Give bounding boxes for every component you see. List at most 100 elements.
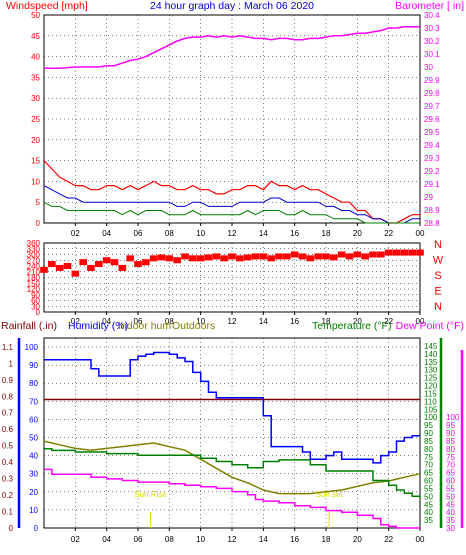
x-tick-label: 20 — [353, 229, 362, 238]
temperature-tick-label: 75 — [424, 453, 433, 462]
x-tick-label: 02 — [71, 317, 80, 326]
direction-point — [110, 259, 119, 266]
legend-outdoor: Outdoors — [172, 320, 215, 332]
barometer-tick-label: 29.6 — [424, 115, 440, 124]
barometer-tick-label: 29.7 — [424, 102, 440, 111]
dewpoint-tick-label: 80 — [446, 445, 455, 454]
humidity-tick-label: 100 — [25, 343, 39, 352]
climate-plot-area — [17, 337, 464, 529]
direction-point — [400, 249, 409, 256]
dewpoint-tick-label: 50 — [446, 492, 455, 501]
direction-point — [189, 255, 197, 262]
x-tick-label: 04 — [102, 229, 111, 238]
barometer-tick-label: 29 — [424, 193, 433, 202]
x-tick-label: 04 — [102, 317, 111, 326]
direction-point — [95, 261, 103, 268]
direction-point — [330, 254, 338, 261]
x-tick-label: 14 — [259, 229, 268, 238]
direction-point — [392, 249, 401, 256]
direction-point — [165, 255, 174, 262]
x-tick-label: 22 — [384, 535, 393, 544]
direction-point — [55, 264, 64, 271]
direction-tick-label: 330 — [27, 245, 41, 254]
rainfall-tick-label: 0.5 — [2, 442, 14, 451]
direction-point — [259, 253, 268, 260]
compass-label: W — [433, 255, 444, 267]
sun-annotation: Sun set — [316, 490, 344, 499]
windspeed-tick-label: 40 — [31, 53, 40, 62]
windspeed-tick-label: 5 — [36, 198, 41, 207]
temperature-tick-label: 40 — [424, 508, 433, 517]
direction-point — [157, 254, 166, 261]
windspeed-tick-label: 50 — [31, 11, 40, 20]
barometer-tick-label: 30.1 — [424, 50, 440, 59]
temperature-axis-label: Temperature (°F) — [312, 320, 391, 332]
direction-point — [314, 253, 322, 260]
humidity-tick-label: 60 — [29, 415, 38, 424]
direction-point — [267, 255, 275, 262]
humidity-tick-label: 20 — [29, 488, 38, 497]
direction-point — [290, 251, 299, 258]
rainfall-tick-label: 1 — [9, 359, 14, 368]
dewpoint-tick-label: 70 — [446, 461, 455, 470]
barometer-axis-label: Barometer [ in] — [395, 0, 464, 12]
x-tick-label: 02 — [71, 229, 80, 238]
x-tick-label: 14 — [259, 535, 268, 544]
barometer-tick-label: 29.2 — [424, 167, 440, 176]
x-tick-label: 12 — [228, 317, 237, 326]
direction-point — [298, 253, 307, 260]
direction-point — [243, 254, 252, 261]
humidity-tick-label: 40 — [29, 452, 38, 461]
direction-point — [220, 255, 228, 262]
direction-point — [48, 261, 56, 268]
sun-annotations: Sun Rise Sun set — [134, 490, 343, 528]
direction-point — [126, 255, 134, 262]
direction-point — [322, 253, 330, 260]
direction-point — [337, 251, 346, 258]
barometer-ticks: 28.8 28.9 29 29.1 29.2 29.3 29.4 29.5 29.6 29.7 29… — [424, 11, 440, 228]
temperature-tick-label: 130 — [424, 366, 438, 375]
windspeed-tick-label: 35 — [31, 73, 40, 82]
direction-point — [118, 264, 127, 271]
dewpoint-tick-label: 65 — [446, 469, 455, 478]
direction-point — [79, 259, 87, 266]
temperature-tick-label: 120 — [424, 382, 438, 391]
temperature-tick-label: 45 — [424, 500, 433, 509]
x-tick-label: 22 — [384, 317, 393, 326]
direction-tick-label: 0 — [36, 308, 41, 317]
dewpoint-tick-label: 30 — [446, 524, 455, 533]
chart-title: 24 hour graph day : March 06 2020 — [150, 0, 314, 12]
humidity-tick-label: 80 — [29, 379, 38, 388]
x-tick-label: 08 — [165, 535, 174, 544]
temperature-tick-label: 50 — [424, 492, 433, 501]
x-tick-label: 18 — [322, 535, 331, 544]
barometer-tick-label: 29.1 — [424, 180, 440, 189]
temperature-tick-label: 55 — [424, 484, 433, 493]
compass-label: E — [434, 286, 441, 298]
dewpoint-line — [44, 468, 420, 529]
barometer-tick-label: 30.3 — [424, 24, 440, 33]
direction-tick-label: 300 — [27, 251, 41, 260]
direction-point — [173, 257, 181, 264]
temperature-tick-label: 65 — [424, 469, 433, 478]
compass-label: N — [434, 239, 442, 251]
barometer-tick-label: 30.2 — [424, 37, 440, 46]
windspeed-tick-label: 15 — [31, 157, 40, 166]
humidity-tick-label: 90 — [29, 361, 38, 370]
direction-point — [134, 261, 142, 268]
wind-plot-area — [43, 14, 421, 224]
x-tick-label: 18 — [322, 229, 331, 238]
temperature-tick-label: 140 — [424, 350, 438, 359]
wind-x-ticks: 02 04 06 08 10 12 14 16 18 20 22 00 — [71, 223, 425, 238]
x-tick-label: 10 — [196, 229, 205, 238]
climate-x-ticks: 02 04 06 08 10 12 14 16 18 20 22 00 — [71, 528, 425, 544]
temperature-tick-label: 145 — [424, 342, 438, 351]
windspeed-tick-label: 0 — [36, 219, 41, 228]
barometer-tick-label: 29.9 — [424, 76, 440, 85]
wind-series — [43, 25, 420, 224]
sun-annotation: Sun Rise — [134, 490, 167, 499]
direction-point — [236, 255, 244, 262]
x-tick-label: 02 — [71, 535, 80, 544]
x-tick-label: 00 — [416, 535, 425, 544]
